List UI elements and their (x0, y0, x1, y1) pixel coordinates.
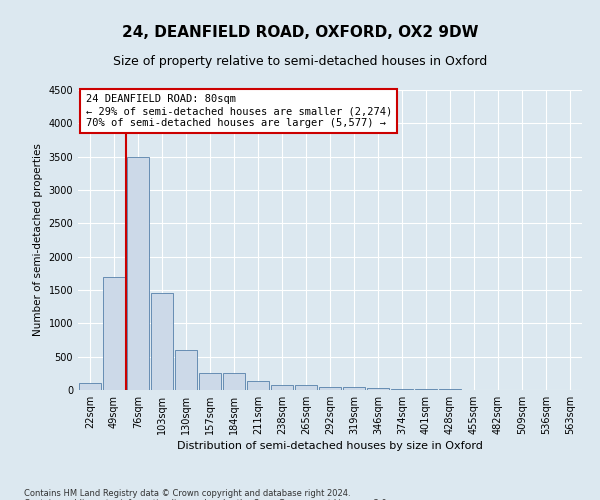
Bar (199, 374, 221, 390)
Bar (247, 380, 269, 390)
Bar (127, 156, 149, 390)
Text: Contains HM Land Registry data © Crown copyright and database right 2024.: Contains HM Land Registry data © Crown c… (24, 488, 350, 498)
Bar (79, 384, 101, 390)
Bar (151, 294, 173, 390)
Bar (103, 276, 125, 390)
Bar (175, 350, 197, 390)
Bar (367, 388, 389, 390)
Bar (319, 386, 341, 390)
Y-axis label: Number of semi-detached properties: Number of semi-detached properties (33, 144, 43, 336)
Bar (223, 374, 245, 390)
Bar (391, 388, 413, 390)
X-axis label: Distribution of semi-detached houses by size in Oxford: Distribution of semi-detached houses by … (177, 441, 483, 451)
Text: 24, DEANFIELD ROAD, OXFORD, OX2 9DW: 24, DEANFIELD ROAD, OXFORD, OX2 9DW (122, 25, 478, 40)
Text: Size of property relative to semi-detached houses in Oxford: Size of property relative to semi-detach… (113, 55, 487, 68)
Bar (295, 386, 317, 390)
Bar (343, 386, 365, 390)
Text: 24 DEANFIELD ROAD: 80sqm
← 29% of semi-detached houses are smaller (2,274)
70% o: 24 DEANFIELD ROAD: 80sqm ← 29% of semi-d… (86, 94, 392, 128)
Bar (271, 384, 293, 390)
Text: Contains public sector information licensed under the Open Government Licence v3: Contains public sector information licen… (24, 498, 389, 500)
